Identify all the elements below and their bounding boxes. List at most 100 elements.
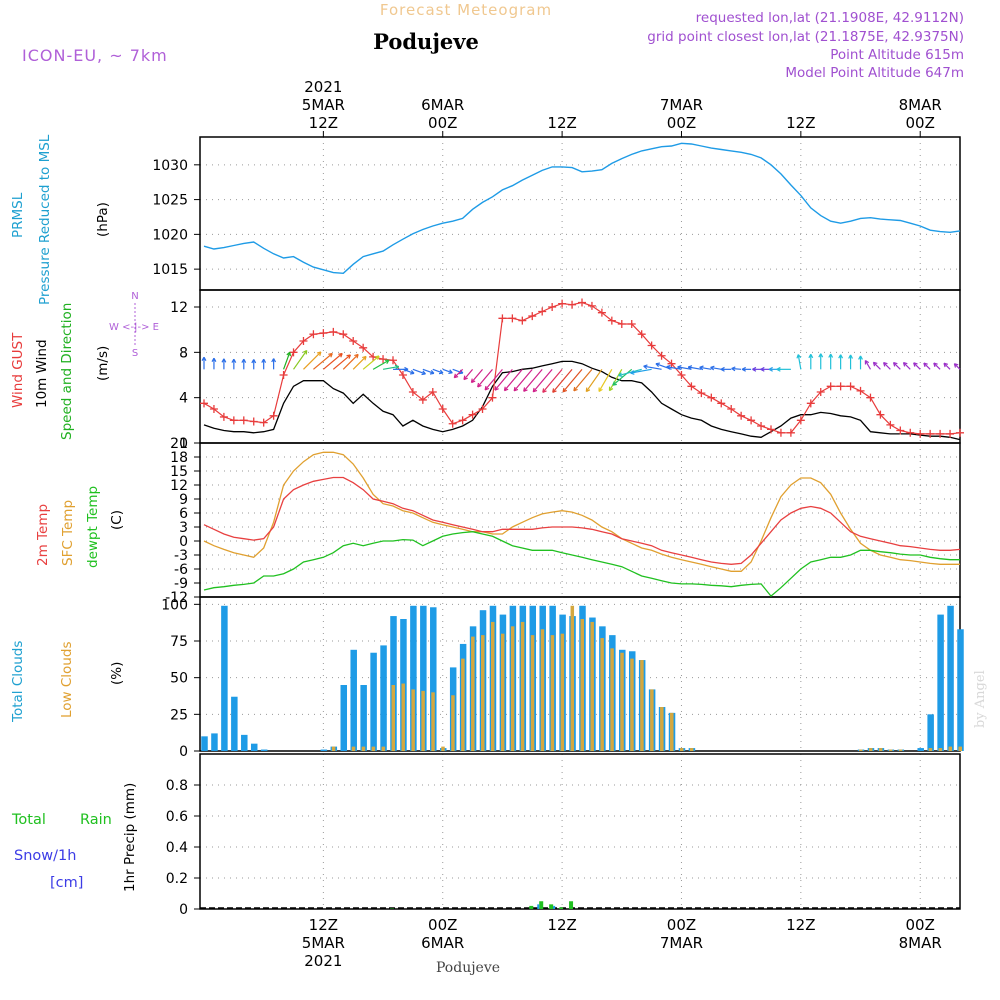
wind-arrow-head xyxy=(513,386,519,392)
wind-arrow-head xyxy=(872,361,878,367)
wind-arrow-head xyxy=(211,357,217,362)
wind-arrow-head xyxy=(271,358,277,363)
total-cloud-bar xyxy=(380,645,387,751)
precip-snow-label: Snow/1h xyxy=(14,848,76,864)
ytick-label-clouds: 50 xyxy=(170,671,188,687)
gust-marker xyxy=(518,316,527,325)
low-cloud-bar xyxy=(689,748,694,751)
gust-marker xyxy=(458,416,467,425)
low-cloud-bar xyxy=(868,748,873,751)
wind-arrow xyxy=(858,355,863,370)
wind-arrow xyxy=(477,368,493,388)
wind-arrow-shaft xyxy=(432,368,444,374)
gust-marker xyxy=(428,388,437,396)
low-cloud-bar xyxy=(958,746,962,751)
ytick-label-wind: 8 xyxy=(179,345,188,361)
wind-arrow xyxy=(362,355,380,370)
panel-precip: 0 0.2 0.4 0.6 0.8 xyxy=(166,753,961,918)
gust-marker xyxy=(398,371,407,379)
rain-bar xyxy=(539,901,544,909)
gust-marker xyxy=(896,426,905,435)
gust-marker xyxy=(568,300,577,309)
low-cloud-bar xyxy=(391,685,395,751)
wind-arrow xyxy=(261,358,267,370)
total-cloud-bar xyxy=(340,685,348,751)
wind-arrow-head xyxy=(346,354,352,359)
wind-arrow xyxy=(710,365,722,371)
wind-arrow-shaft xyxy=(342,354,359,370)
wind-arrow-shaft xyxy=(303,351,322,370)
gust-marker xyxy=(717,399,726,408)
wind-arrow-shaft xyxy=(352,356,367,370)
bottom-time-label: 12Z xyxy=(786,916,815,934)
low-cloud-bar xyxy=(500,633,505,751)
rain-bar xyxy=(569,901,574,909)
wind-arrow-head xyxy=(221,358,227,363)
ytick-label-precip: 0.6 xyxy=(166,809,188,825)
wind-arrow xyxy=(699,365,712,371)
ytick-label-temp: -6 xyxy=(174,562,188,578)
wind-arrow xyxy=(953,363,961,370)
total-cloud-bar xyxy=(360,685,367,751)
wind-arrow-shaft xyxy=(293,350,308,370)
wind-arrow xyxy=(503,368,523,392)
sfc-temp-line xyxy=(203,451,960,572)
top-time-label: 2021 xyxy=(304,78,342,96)
forecast-title: Forecast Meteogram xyxy=(380,1,552,19)
total-cloud-bar xyxy=(937,614,944,751)
gust-marker xyxy=(776,428,785,437)
wind-arrow-head xyxy=(818,353,824,358)
rain-bar xyxy=(529,905,534,909)
compass-s: S xyxy=(132,348,138,359)
wind-arrow-shaft xyxy=(943,362,951,370)
wind-arrow xyxy=(513,368,533,392)
wind-arrow-shaft xyxy=(598,369,613,392)
wind-arrow xyxy=(332,354,352,370)
gust-marker xyxy=(259,418,268,427)
gust-marker xyxy=(508,314,517,323)
compass-n: N xyxy=(131,291,138,302)
wind-arrow-head xyxy=(913,362,918,367)
wind-arrow-head xyxy=(760,366,765,372)
total-cloud-bar xyxy=(260,749,268,751)
temp2m-label: 2m Temp xyxy=(35,504,51,566)
total-cloud-bar xyxy=(241,734,248,751)
gust-marker xyxy=(587,301,596,310)
sfc-label: SFC Temp xyxy=(60,500,76,566)
wind-arrow-head xyxy=(923,362,928,368)
low-cloud-bar xyxy=(421,690,425,751)
wind-arrow-shaft xyxy=(503,368,523,392)
wind-arrow xyxy=(293,349,308,370)
rain-bar xyxy=(549,904,554,909)
wind-arrow-head xyxy=(494,386,499,391)
wind-arrow-head xyxy=(796,354,802,359)
low-cloud-bar xyxy=(550,635,555,751)
ytick-label-pressure: 1020 xyxy=(152,227,188,243)
wind-arrow-head xyxy=(933,362,938,368)
wind-arrow-head xyxy=(302,349,308,355)
gust-marker xyxy=(528,312,537,321)
low-cloud-label: Low Clouds xyxy=(59,642,75,718)
wind-arrow-head xyxy=(902,361,908,367)
ytick-label-clouds: 75 xyxy=(170,634,188,650)
wind-arrow-head xyxy=(338,352,343,358)
wind-arrow-head xyxy=(421,370,426,376)
gust-marker xyxy=(747,416,756,425)
low-cloud-bar xyxy=(650,689,654,751)
low-cloud-bar xyxy=(351,746,356,751)
wind-arrow-head xyxy=(848,354,854,359)
wind-arrow-head xyxy=(630,370,635,375)
precip-rain-label: Rain xyxy=(80,812,112,828)
low-cloud-bar xyxy=(928,748,933,751)
wind-arrow xyxy=(720,366,732,372)
wind-arrow xyxy=(608,369,623,392)
wind-arrow-head xyxy=(409,369,415,375)
gust-marker xyxy=(677,371,686,379)
panel-frame-wind xyxy=(199,289,961,444)
wind-arrow-head xyxy=(438,369,444,375)
wind-arrow-head xyxy=(448,369,453,375)
wind-arrow-head xyxy=(316,351,322,356)
gust-marker xyxy=(727,405,736,413)
